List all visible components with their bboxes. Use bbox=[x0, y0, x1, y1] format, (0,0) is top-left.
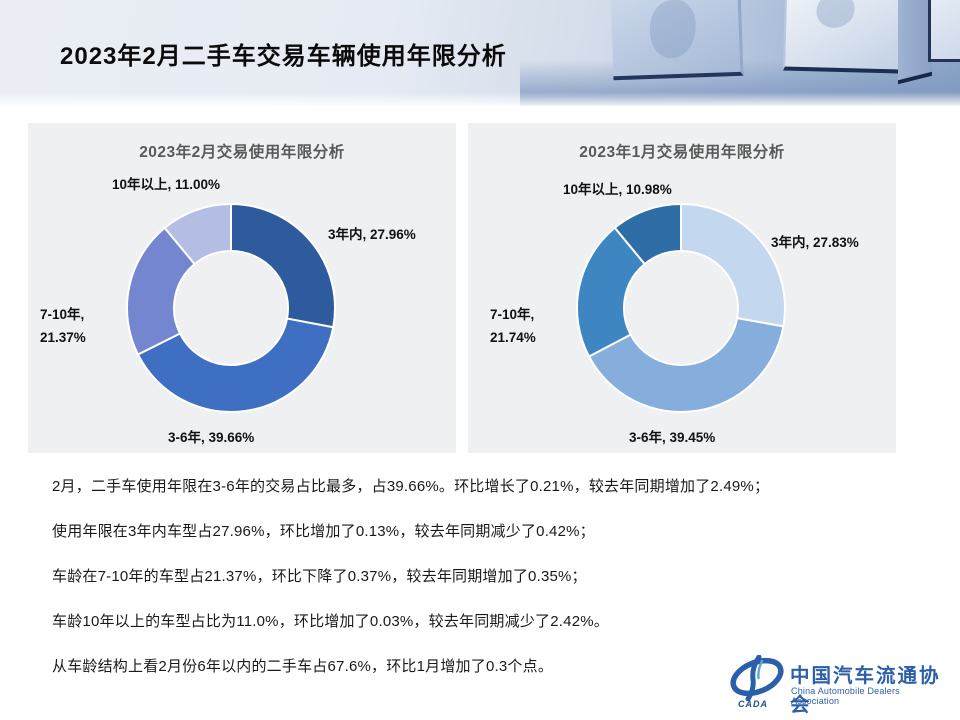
donut-slice-3-6年 bbox=[587, 316, 785, 413]
slice-label-over10: 10年以上, 11.00% bbox=[112, 177, 221, 192]
map-texture bbox=[816, 0, 855, 29]
cada-logo-name-zh: 中国汽车流通协会 bbox=[790, 666, 941, 716]
cada-logo-name-en: China Automobile Dealers Association bbox=[791, 686, 900, 706]
donut-chart-january bbox=[576, 202, 786, 413]
slice-label-7to10: 7-10年, 21.37% bbox=[40, 307, 86, 345]
cube-side-graphic bbox=[898, 0, 932, 85]
note-line: 使用年限在3年内车型占27.96%，环比增加了0.13%，较去年同期减少了0.4… bbox=[52, 523, 595, 540]
slice-label-over10: 10年以上, 10.98% bbox=[563, 182, 672, 197]
note-line: 从车龄结构上看2月份6年以内的二手车占67.6%，环比1月增加了0.3个点。 bbox=[52, 658, 554, 675]
chart-title-february: 2023年2月交易使用年限分析 bbox=[139, 144, 345, 161]
cada-logo: CADA 中国汽车流通协会 China Automobile Dealers A… bbox=[728, 655, 948, 716]
page-title: 2023年2月二手车交易车辆使用年限分析 bbox=[60, 43, 507, 70]
donut-chart-february bbox=[126, 202, 336, 413]
slice-label-within3: 3年内, 27.96% bbox=[328, 227, 416, 242]
chart-panel-january: 2023年1月交易使用年限分析 10年以上, 10.98% 3年内, 27.83… bbox=[468, 123, 896, 453]
cube-graphic bbox=[782, 0, 902, 74]
donut-slice-10年以上 bbox=[613, 202, 682, 266]
donut-slice-3年内 bbox=[680, 202, 786, 328]
slice-label-3to6: 3-6年, 39.66% bbox=[168, 430, 255, 445]
slice-label-3to6: 3-6年, 39.45% bbox=[629, 430, 716, 445]
map-texture bbox=[648, 0, 697, 59]
donut-slice-10年以上 bbox=[163, 202, 232, 266]
note-line: 车龄在7-10年的车型占21.37%，环比下降了0.37%，较去年同期增加了0.… bbox=[52, 568, 587, 585]
slice-label-within3: 3年内, 27.83% bbox=[771, 235, 859, 250]
note-line: 车龄10年以上的车型占比为11.0%，环比增加了0.03%，较去年同期减少了2.… bbox=[52, 613, 609, 630]
slide-header: 2023年2月二手车交易车辆使用年限分析 bbox=[0, 0, 960, 106]
cada-logo-acronym: CADA bbox=[738, 699, 768, 709]
cada-logo-icon bbox=[730, 655, 784, 701]
cube-graphic bbox=[928, 0, 960, 62]
chart-panel-february: 2023年2月交易使用年限分析 10年以上, 11.00% 3年内, 27.96… bbox=[28, 123, 456, 453]
donut-slice-3-6年 bbox=[136, 317, 335, 413]
note-line: 2月，二手车使用年限在3-6年的交易占比最多，占39.66%。环比增长了0.21… bbox=[52, 478, 770, 495]
donut-slice-3年内 bbox=[230, 202, 336, 329]
analysis-notes: 2月，二手车使用年限在3-6年的交易占比最多，占39.66%。环比增长了0.21… bbox=[52, 479, 912, 704]
cube-graphic bbox=[610, 0, 744, 81]
slice-label-7to10: 7-10年, 21.74% bbox=[490, 307, 536, 345]
chart-title-january: 2023年1月交易使用年限分析 bbox=[579, 144, 785, 161]
